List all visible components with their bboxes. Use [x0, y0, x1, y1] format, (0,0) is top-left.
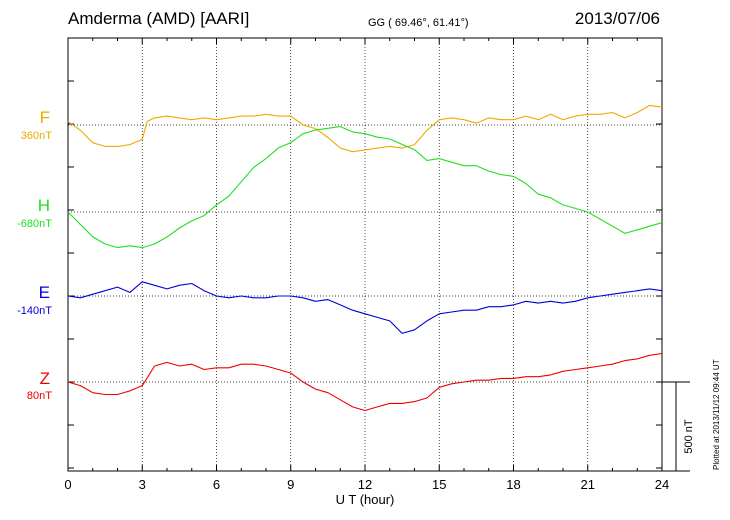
chart-title: Amderma (AMD) [AARI] — [68, 9, 250, 28]
baseline-label-e: -140nT — [17, 305, 52, 317]
baseline-label-z: 80nT — [26, 390, 52, 402]
scale-bar-label: 500 nT — [683, 419, 695, 454]
x-tick-label: 3 — [139, 477, 146, 492]
series-label-f: F — [39, 108, 50, 127]
series-label-z: Z — [39, 369, 50, 388]
x-tick-label: 15 — [432, 477, 446, 492]
baseline-label-h: -680nT — [17, 218, 52, 230]
series-line-z — [67, 352, 663, 412]
x-tick-label: 0 — [64, 477, 71, 492]
x-tick-label: 9 — [287, 477, 294, 492]
x-tick-label: 6 — [213, 477, 220, 492]
x-tick-label: 21 — [581, 477, 595, 492]
x-tick-label: 18 — [506, 477, 520, 492]
station-coordinates: GG ( 69.46°, 61.41°) — [368, 17, 469, 29]
x-tick-label: 12 — [358, 477, 372, 492]
series-line-e — [67, 281, 663, 334]
series-label-h: H — [37, 196, 50, 215]
baseline-label-f: 360nT — [20, 130, 52, 142]
chart-date: 2013/07/06 — [574, 9, 660, 28]
x-tick-label: 24 — [655, 477, 669, 492]
series-line-f — [67, 104, 663, 153]
series-label-e: E — [38, 283, 50, 302]
series-line-h — [67, 126, 663, 249]
x-axis-label: U T (hour) — [336, 492, 395, 507]
